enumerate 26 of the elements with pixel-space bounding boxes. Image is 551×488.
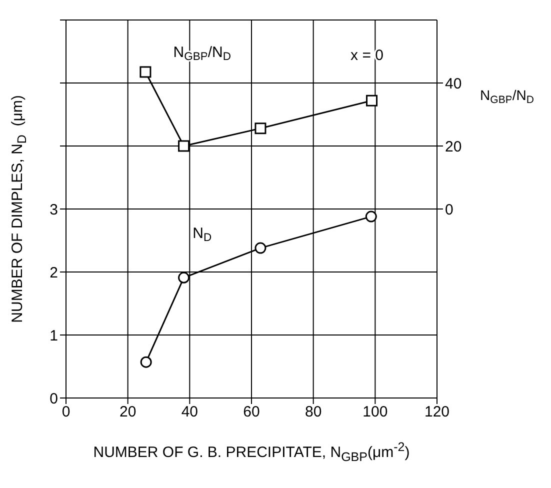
y2-tick-label: 40 [445, 75, 462, 92]
point [178, 140, 190, 152]
annotation: x = 0 [350, 47, 384, 64]
point [140, 66, 152, 78]
point [254, 122, 266, 134]
x-tick-label: 100 [362, 404, 388, 421]
y2-axis-title: N$_{GBP}$/N$_{D}$ [480, 87, 534, 106]
y-tick-label: 3 [50, 201, 58, 218]
x-tick-label: 0 [62, 404, 70, 421]
y2-tick-label: 20 [445, 138, 462, 156]
x-tick-label: 20 [119, 404, 136, 421]
y2-tick-label: 0 [445, 201, 454, 218]
point [254, 242, 266, 254]
x-tick-label: 60 [243, 404, 260, 421]
x-axis-title: NUMBER OF G. B. PRECIPITATE, N$_{GBP}$(μm$^{-2}$) [92, 440, 411, 464]
series-label: N$_{D}$ [192, 224, 212, 244]
x-tick-label: 40 [181, 404, 198, 421]
y-tick-label: 1 [50, 327, 58, 344]
y-tick-label: 0 [50, 390, 58, 408]
x-tick-label: 80 [304, 404, 322, 421]
point [178, 272, 190, 284]
x-tick-label: 120 [424, 404, 450, 421]
point [366, 94, 378, 106]
point [140, 356, 152, 368]
point [365, 210, 377, 222]
y-tick-label: 2 [50, 264, 58, 282]
